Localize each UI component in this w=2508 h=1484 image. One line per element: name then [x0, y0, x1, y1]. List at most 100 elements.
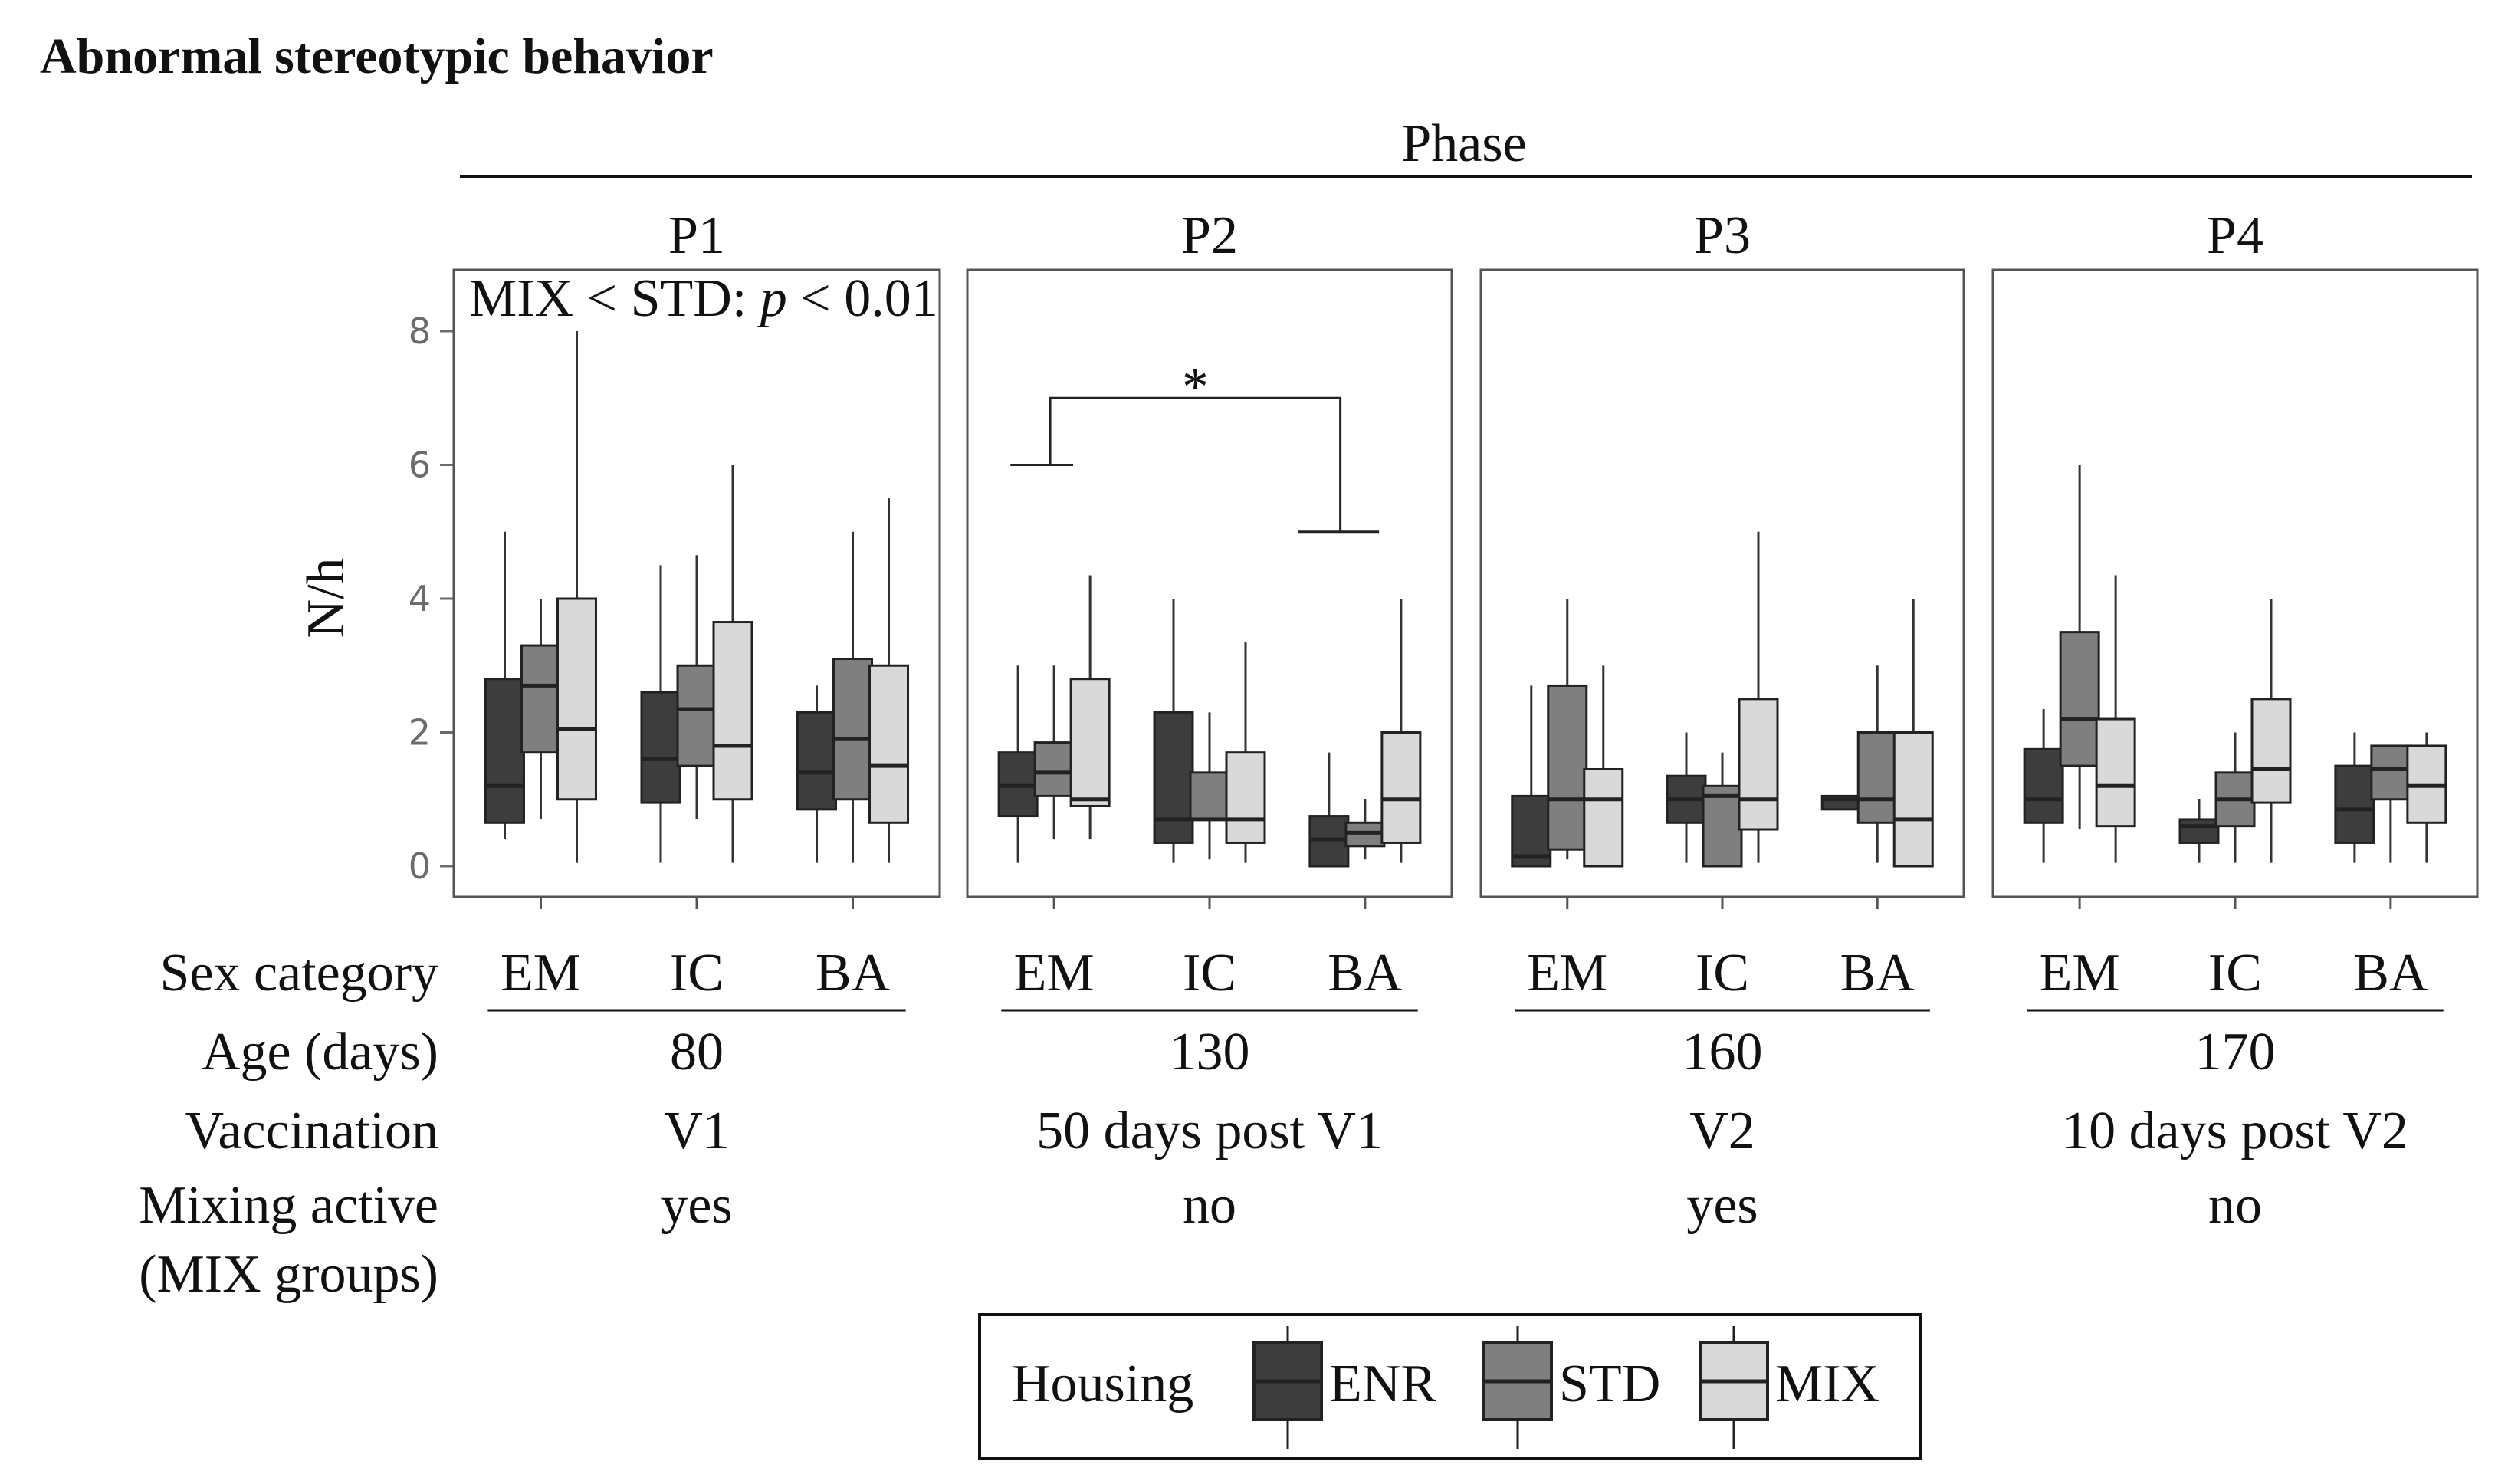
box-iqr	[796, 711, 838, 811]
y-tick-label: 2	[409, 712, 431, 753]
box-iqr	[484, 678, 525, 824]
box-em-enr	[997, 665, 1039, 863]
mixing-value: no	[1183, 1176, 1236, 1235]
panel-title: P2	[1181, 206, 1238, 265]
box-em-std	[1547, 599, 1588, 860]
box-em-enr	[1511, 685, 1552, 868]
row-label-age: Age (days)	[202, 1023, 438, 1082]
panel-title: P1	[668, 206, 725, 265]
y-tick-label: 0	[409, 845, 431, 887]
mixing-value: yes	[1686, 1176, 1758, 1235]
sex-category-label: IC	[1183, 944, 1236, 1003]
box-iqr	[1153, 711, 1194, 844]
box-iqr	[1702, 784, 1743, 868]
box-iqr	[1583, 767, 1624, 868]
box-ic-mix	[2250, 599, 2292, 863]
box-ic-enr	[1666, 732, 1707, 863]
box-iqr	[832, 658, 874, 801]
box-iqr	[1225, 751, 1266, 844]
vaccination-value: V1	[664, 1102, 730, 1161]
mixing-value: yes	[661, 1176, 732, 1235]
sex-category-label: IC	[670, 944, 724, 1003]
row-label-mixing: Mixing active	[139, 1176, 438, 1235]
phase-header: Phase	[1401, 114, 1526, 173]
panel-annotation: MIX < STD: p < 0.01	[469, 269, 938, 328]
y-tick-label: 8	[409, 310, 431, 352]
box-em-mix	[556, 331, 597, 863]
box-iqr	[2250, 698, 2292, 804]
sex-category-label: IC	[2208, 944, 2262, 1003]
mixing-value: no	[2208, 1176, 2262, 1235]
box-ba-mix	[1380, 599, 1422, 863]
box-ba-mix	[1892, 599, 1934, 868]
box-ba-mix	[868, 498, 910, 863]
box-iqr	[1892, 731, 1934, 868]
y-tick-label: 6	[409, 445, 431, 486]
box-iqr	[2370, 744, 2411, 801]
legend-key-enr: ENR	[1252, 1326, 1436, 1449]
box-em-std	[520, 599, 561, 819]
legend-label: ENR	[1329, 1354, 1436, 1413]
box-ic-std	[676, 555, 717, 819]
box-em-mix	[1069, 575, 1111, 840]
box-iqr	[2095, 717, 2136, 828]
box-ba-enr	[796, 685, 838, 863]
box-iqr	[712, 621, 753, 801]
age-value: 130	[1170, 1023, 1250, 1082]
vaccination-value: 50 days post V1	[1036, 1102, 1383, 1161]
legend-key-mix: MIX	[1699, 1326, 1879, 1449]
vaccination-value: 10 days post V2	[2062, 1102, 2408, 1161]
box-em-std	[2059, 465, 2100, 830]
legend-title: Housing	[1012, 1354, 1193, 1413]
box-iqr	[1189, 771, 1230, 821]
box-iqr	[1069, 678, 1111, 807]
figure-title: Abnormal stereotypic behavior	[40, 28, 714, 84]
sex-category-label: BA	[1328, 944, 1403, 1003]
panel-p3: P3	[1479, 206, 1965, 909]
box-em-mix	[1583, 665, 1624, 868]
box-ba-std	[1856, 665, 1898, 863]
box-ba-std	[832, 531, 874, 863]
box-iqr	[676, 664, 717, 767]
box-ic-mix	[1225, 642, 1266, 863]
box-ba-mix	[2406, 732, 2447, 863]
y-axis-label: N/h	[297, 558, 356, 639]
box-iqr	[1856, 731, 1898, 824]
box-ba-std	[2370, 744, 2411, 863]
box-iqr	[640, 691, 681, 804]
box-iqr	[2178, 818, 2220, 844]
box-em-mix	[2095, 575, 2136, 863]
box-iqr	[2023, 747, 2064, 824]
box-ic-mix	[712, 465, 753, 863]
box-em-enr	[2023, 708, 2064, 863]
box-ic-std	[1189, 712, 1230, 860]
box-em-enr	[484, 531, 525, 840]
significance-star: *	[1182, 357, 1209, 416]
box-iqr	[1380, 731, 1422, 844]
legend: Housing ENR STD MIX	[978, 1313, 1922, 1460]
panel-p2: P2 *	[966, 206, 1453, 909]
box-iqr	[2059, 631, 2100, 767]
sex-category-label: IC	[1696, 944, 1749, 1003]
box-iqr	[868, 664, 910, 824]
box-ic-std	[2214, 732, 2256, 863]
x-axis-table: EM IC BA 80 V1 yes EM IC BA 130 50 days post V1 no E…	[487, 944, 2444, 1235]
legend-label: MIX	[1775, 1354, 1879, 1413]
sex-category-label: BA	[2353, 944, 2428, 1003]
panel-title: P3	[1694, 206, 1751, 265]
row-label-vaccination: Vaccination	[185, 1102, 438, 1161]
box-ba-enr	[2334, 732, 2375, 863]
box-iqr	[1033, 741, 1075, 797]
vaccination-value: V2	[1689, 1102, 1755, 1161]
box-iqr	[1547, 684, 1588, 851]
box-iqr	[1738, 698, 1779, 831]
panel-title: P4	[2207, 206, 2263, 265]
box-iqr	[520, 644, 561, 754]
panel-p4: P4	[1991, 206, 2479, 909]
significance-bracket	[1010, 396, 1380, 534]
box-iqr	[556, 597, 597, 801]
box-ic-std	[1702, 752, 1743, 868]
